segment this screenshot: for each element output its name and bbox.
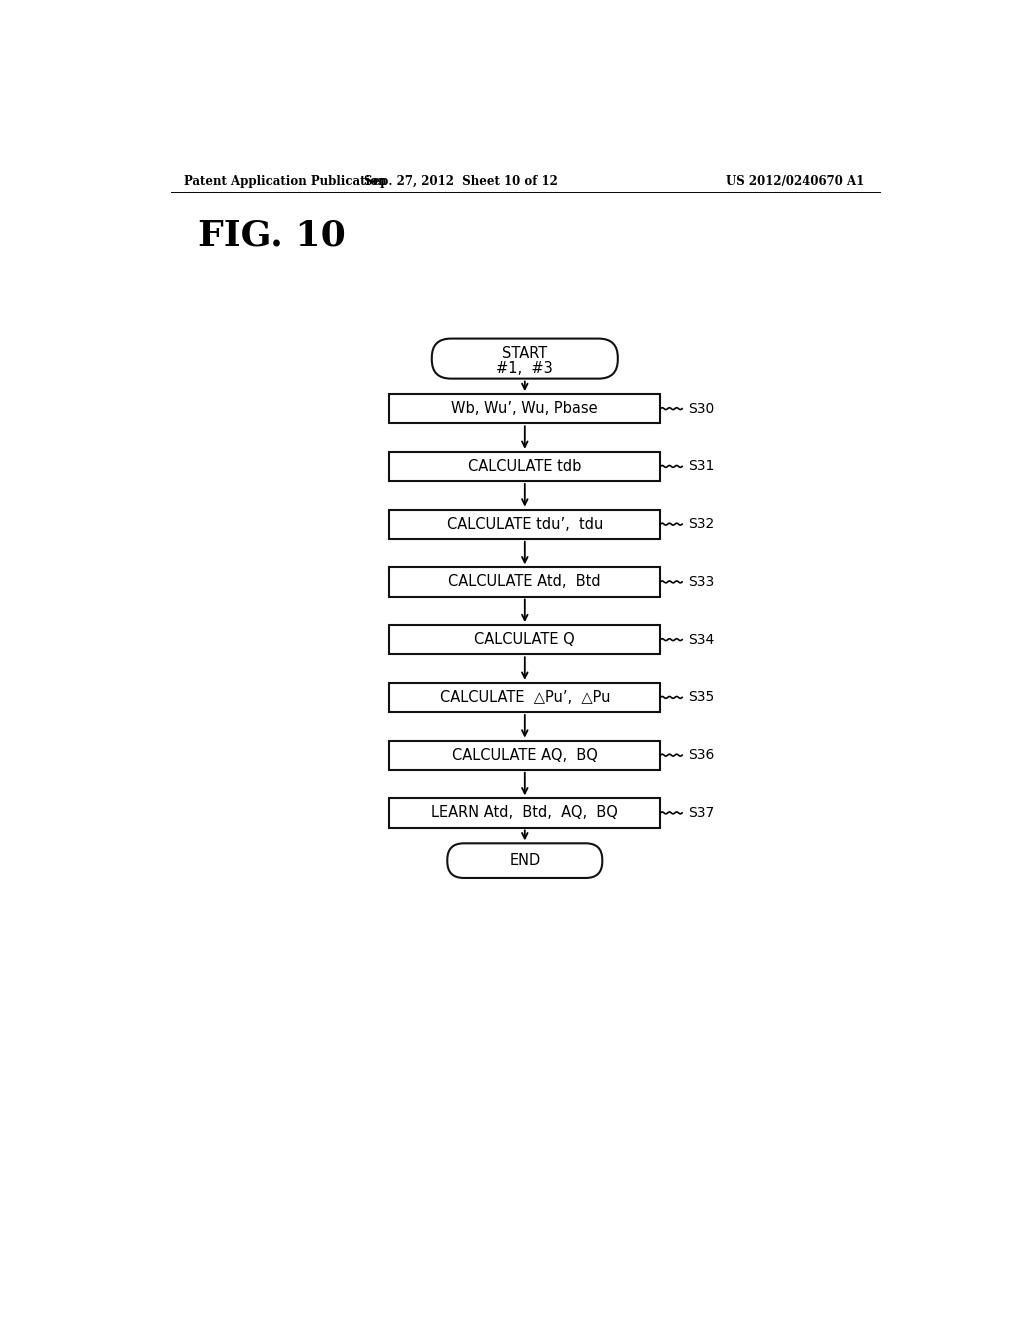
Text: S33: S33 — [688, 576, 715, 589]
Text: CALCULATE AQ,  BQ: CALCULATE AQ, BQ — [452, 747, 598, 763]
Bar — [389, 395, 660, 424]
Text: US 2012/0240670 A1: US 2012/0240670 A1 — [726, 176, 864, 189]
Bar — [389, 510, 660, 539]
Bar — [389, 626, 660, 655]
Text: Patent Application Publication: Patent Application Publication — [183, 176, 386, 189]
Text: END: END — [509, 853, 541, 869]
Bar — [389, 568, 660, 597]
Text: CALCULATE  △Pu’,  △Pu: CALCULATE △Pu’, △Pu — [439, 690, 610, 705]
Bar — [389, 799, 660, 828]
FancyBboxPatch shape — [432, 339, 617, 379]
Text: CALCULATE tdu’,  tdu: CALCULATE tdu’, tdu — [446, 516, 603, 532]
Text: LEARN Atd,  Btd,  AQ,  BQ: LEARN Atd, Btd, AQ, BQ — [431, 805, 618, 821]
Text: S32: S32 — [688, 517, 715, 531]
Bar — [389, 741, 660, 770]
Text: #1,  #3: #1, #3 — [497, 362, 553, 376]
Text: S30: S30 — [688, 401, 715, 416]
Text: S37: S37 — [688, 807, 715, 820]
FancyBboxPatch shape — [447, 843, 602, 878]
Text: FIG. 10: FIG. 10 — [198, 219, 346, 252]
Text: CALCULATE Atd,  Btd: CALCULATE Atd, Btd — [449, 574, 601, 590]
Text: Wb, Wu’, Wu, Pbase: Wb, Wu’, Wu, Pbase — [452, 401, 598, 416]
Text: CALCULATE tdb: CALCULATE tdb — [468, 459, 582, 474]
Text: CALCULATE Q: CALCULATE Q — [474, 632, 575, 647]
Text: S34: S34 — [688, 632, 715, 647]
Text: S31: S31 — [688, 459, 715, 474]
Text: S35: S35 — [688, 690, 715, 705]
Bar — [389, 451, 660, 480]
Text: S36: S36 — [688, 748, 715, 762]
Text: Sep. 27, 2012  Sheet 10 of 12: Sep. 27, 2012 Sheet 10 of 12 — [365, 176, 558, 189]
Text: START: START — [502, 346, 548, 362]
Bar — [389, 682, 660, 711]
